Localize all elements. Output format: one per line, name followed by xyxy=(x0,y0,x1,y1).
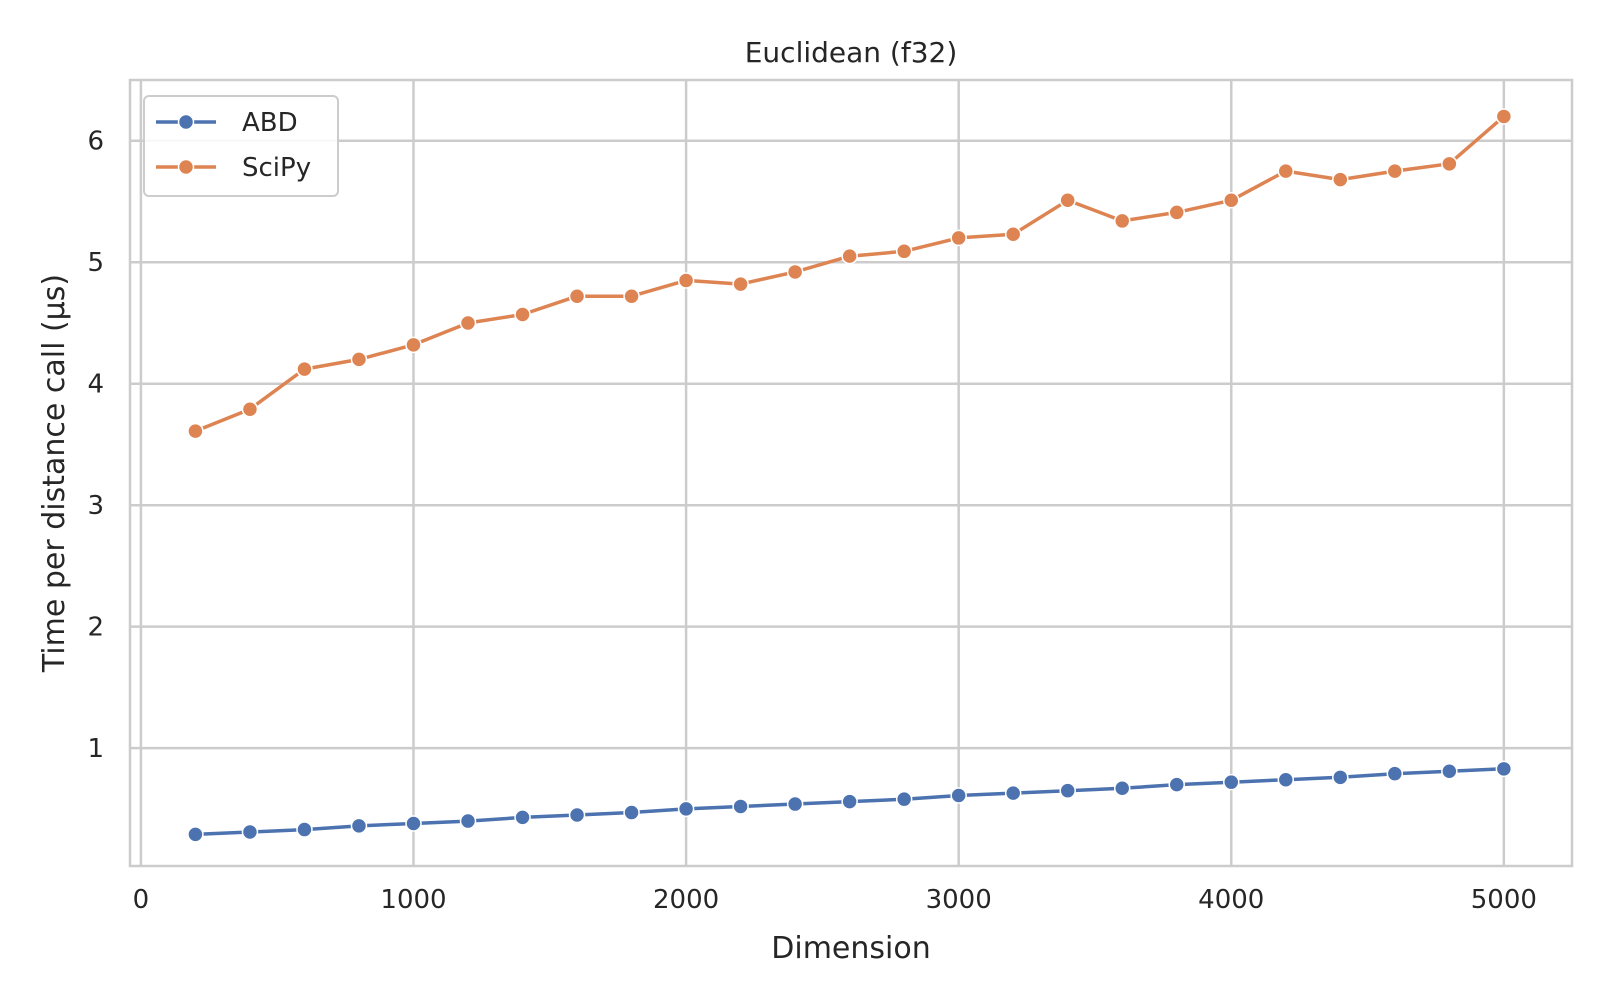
y-tick-label: 3 xyxy=(87,491,104,521)
data-point xyxy=(732,798,749,815)
x-axis-ticks: 0 1000 2000 3000 4000 5000 xyxy=(133,885,1537,915)
data-point xyxy=(1386,162,1404,180)
chart-title: Euclidean (f32) xyxy=(745,36,958,69)
data-point xyxy=(405,336,422,354)
data-point xyxy=(677,800,695,818)
data-point xyxy=(1004,226,1022,243)
data-point xyxy=(623,287,640,305)
data-point xyxy=(1223,773,1240,791)
data-point xyxy=(187,422,204,440)
data-point xyxy=(1441,762,1458,780)
legend-label: SciPy xyxy=(242,153,311,183)
data-point xyxy=(895,790,913,808)
y-tick-label: 5 xyxy=(87,248,104,278)
data-point xyxy=(296,360,313,378)
data-point xyxy=(241,400,259,418)
data-point xyxy=(1495,760,1513,778)
x-tick-label: 2000 xyxy=(653,885,719,915)
data-point xyxy=(950,787,967,804)
x-tick-label: 1000 xyxy=(380,885,446,915)
data-point xyxy=(296,821,313,838)
data-point xyxy=(1332,171,1349,188)
data-point xyxy=(1277,771,1295,788)
data-point xyxy=(1113,212,1131,230)
data-point xyxy=(350,351,368,368)
series-group xyxy=(187,108,1513,843)
data-point xyxy=(841,247,858,265)
x-axis-title: Dimension xyxy=(771,931,930,966)
plot-frame xyxy=(128,78,1574,868)
data-point xyxy=(1168,204,1185,221)
legend-item-scipy: SciPy xyxy=(156,153,311,183)
legend-swatch-marker xyxy=(177,158,195,176)
data-point xyxy=(568,806,586,824)
data-point xyxy=(1386,765,1404,782)
data-point xyxy=(1059,192,1076,209)
data-point xyxy=(405,815,422,832)
x-tick-label: 0 xyxy=(133,885,150,915)
y-tick-label: 6 xyxy=(87,127,104,157)
series-scipy xyxy=(187,108,1513,440)
y-axis-ticks: 1 2 3 4 5 6 xyxy=(87,127,104,764)
data-point xyxy=(1441,155,1458,173)
data-point xyxy=(786,263,804,281)
x-tick-label: 3000 xyxy=(926,885,992,915)
x-tick-label: 5000 xyxy=(1471,885,1537,915)
data-point xyxy=(623,804,640,821)
data-point xyxy=(241,823,259,841)
data-point xyxy=(786,795,804,813)
data-point xyxy=(459,812,477,830)
data-point xyxy=(950,229,967,247)
data-point xyxy=(350,817,368,835)
data-point xyxy=(895,243,913,260)
data-point xyxy=(1168,776,1185,793)
legend: ABD SciPy xyxy=(143,95,339,197)
data-point xyxy=(568,287,586,305)
data-point xyxy=(514,809,531,826)
data-point xyxy=(1332,769,1349,786)
data-point xyxy=(1223,192,1240,209)
data-point xyxy=(459,314,477,332)
y-tick-label: 4 xyxy=(87,370,104,400)
data-point xyxy=(677,272,695,289)
y-axis-title: Time per distance call (µs) xyxy=(37,274,72,673)
y-tick-label: 1 xyxy=(87,734,104,764)
legend-swatch-marker xyxy=(177,113,195,131)
data-point xyxy=(514,306,531,323)
data-point xyxy=(732,275,749,293)
data-point xyxy=(1113,780,1131,797)
data-point xyxy=(841,793,858,810)
data-point xyxy=(1059,782,1076,799)
legend-label: ABD xyxy=(242,108,298,138)
data-point xyxy=(187,826,204,843)
data-point xyxy=(1495,108,1513,125)
data-point xyxy=(1277,162,1295,180)
data-point xyxy=(1004,784,1022,802)
grid xyxy=(130,80,1572,866)
y-tick-label: 2 xyxy=(87,613,104,643)
series-abd xyxy=(187,760,1513,843)
x-tick-label: 4000 xyxy=(1198,885,1264,915)
legend-item-abd: ABD xyxy=(156,108,298,138)
